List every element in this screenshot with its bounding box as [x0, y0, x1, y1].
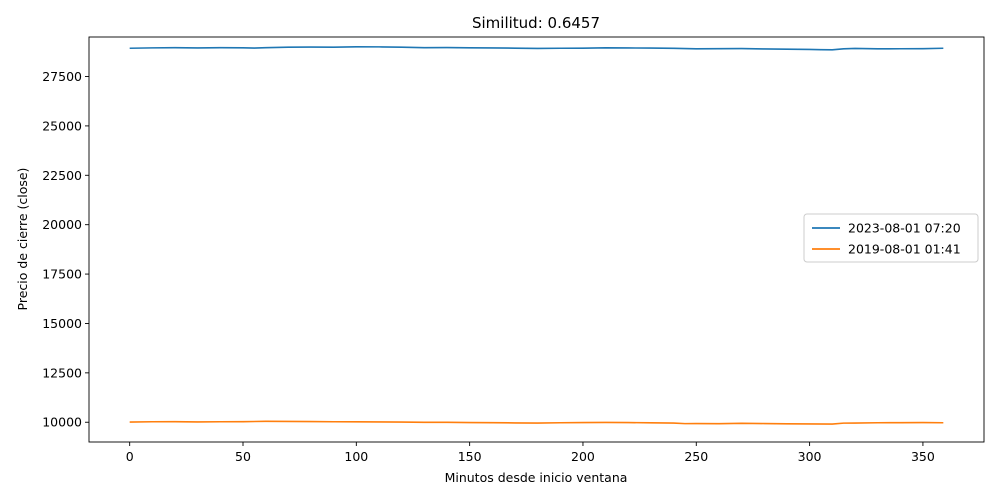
x-tick-label: 200 — [571, 449, 595, 464]
legend-box — [803, 213, 979, 263]
legend-label-1: 2023-08-01 07:20 — [848, 221, 961, 236]
x-tick-label: 50 — [235, 449, 251, 464]
x-tick-label: 250 — [684, 449, 708, 464]
legend-label-2: 2019-08-01 01:41 — [848, 242, 961, 257]
chart-title: Similitud: 0.6457 — [472, 14, 600, 32]
y-tick-label: 10000 — [42, 415, 82, 430]
x-tick-label: 150 — [458, 449, 482, 464]
y-tick-label: 25000 — [42, 118, 82, 133]
y-tick-label: 15000 — [42, 316, 82, 331]
x-tick-label: 100 — [344, 449, 368, 464]
y-tick-label: 20000 — [42, 217, 82, 232]
series-line-2 — [129, 420, 944, 425]
legend: 2023-08-01 07:20 2019-08-01 01:41 — [803, 213, 979, 263]
x-axis-label: Minutos desde inicio ventana — [445, 470, 628, 485]
y-tick-label: 22500 — [42, 168, 82, 183]
x-tick-label: 350 — [911, 449, 935, 464]
series-line-1 — [129, 45, 944, 51]
plot-area: 0 50 100 150 200 250 300 350 10000 12500 15000 1750… — [42, 36, 985, 464]
x-tick-label: 0 — [126, 449, 134, 464]
plot-frame — [88, 36, 985, 443]
y-axis-label: Precio de cierre (close) — [15, 168, 30, 311]
y-tick-label: 17500 — [42, 267, 82, 282]
y-tick-label: 27500 — [42, 69, 82, 84]
x-tick-label: 300 — [798, 449, 822, 464]
y-tick-label: 12500 — [42, 365, 82, 380]
